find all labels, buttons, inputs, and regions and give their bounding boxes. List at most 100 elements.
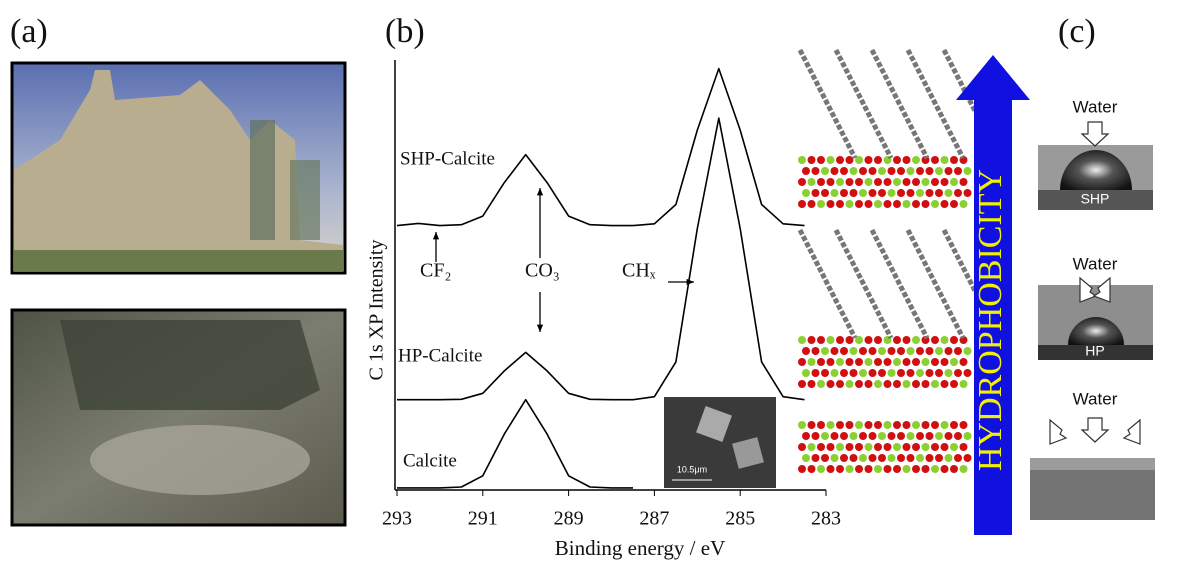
atom bbox=[959, 178, 968, 186]
atom bbox=[944, 167, 953, 175]
atom bbox=[849, 369, 858, 377]
chain bbox=[905, 228, 966, 340]
atom bbox=[921, 156, 930, 164]
chain bbox=[905, 48, 966, 160]
atom bbox=[921, 380, 930, 388]
atom bbox=[864, 336, 873, 344]
atom bbox=[817, 200, 825, 208]
x-tick-label: 289 bbox=[554, 508, 584, 530]
atom bbox=[826, 156, 835, 164]
atom bbox=[798, 336, 806, 344]
atom bbox=[807, 443, 816, 451]
atom bbox=[859, 189, 867, 197]
atom bbox=[836, 465, 844, 473]
atom bbox=[963, 347, 972, 355]
chain bbox=[833, 48, 894, 160]
lawn bbox=[14, 250, 343, 271]
atom bbox=[830, 189, 839, 197]
atom bbox=[931, 358, 939, 366]
atom bbox=[883, 465, 892, 473]
atom bbox=[826, 421, 835, 429]
crystal bbox=[732, 437, 764, 469]
atom bbox=[950, 443, 958, 451]
atom bbox=[944, 189, 953, 197]
droplet bbox=[1068, 317, 1124, 345]
chain bbox=[869, 48, 930, 160]
atom bbox=[931, 336, 939, 344]
atom bbox=[959, 421, 968, 429]
atom bbox=[883, 421, 892, 429]
arrow-head bbox=[432, 232, 440, 240]
atom bbox=[845, 421, 854, 429]
atom bbox=[883, 358, 892, 366]
atom bbox=[826, 336, 835, 344]
atom bbox=[868, 454, 877, 462]
atom bbox=[935, 189, 943, 197]
atom bbox=[935, 347, 943, 355]
atom bbox=[830, 432, 839, 440]
panel-label: (b) bbox=[385, 13, 425, 50]
atom bbox=[868, 347, 877, 355]
atom bbox=[874, 200, 882, 208]
atom bbox=[925, 432, 934, 440]
atom bbox=[931, 156, 939, 164]
atom bbox=[855, 421, 863, 429]
atom bbox=[887, 167, 896, 175]
atom bbox=[935, 167, 943, 175]
atom bbox=[893, 200, 901, 208]
atom bbox=[817, 156, 825, 164]
atom bbox=[807, 156, 816, 164]
atom bbox=[826, 178, 835, 186]
atom bbox=[931, 443, 939, 451]
substrate bbox=[1030, 470, 1155, 520]
series-label: SHP-Calcite bbox=[400, 148, 495, 169]
atom bbox=[921, 200, 930, 208]
atom bbox=[874, 336, 882, 344]
atom bbox=[931, 380, 939, 388]
atom bbox=[836, 421, 844, 429]
atom bbox=[954, 189, 962, 197]
atom bbox=[845, 200, 854, 208]
atom bbox=[798, 178, 806, 186]
atom bbox=[963, 369, 972, 377]
atom bbox=[830, 369, 839, 377]
panel-label: (a) bbox=[10, 13, 48, 50]
atom bbox=[963, 432, 972, 440]
x-tick-label: 291 bbox=[468, 508, 498, 530]
spectrum bbox=[397, 398, 633, 489]
atom bbox=[959, 465, 968, 473]
atom bbox=[893, 178, 901, 186]
atom bbox=[874, 380, 882, 388]
atom bbox=[931, 421, 939, 429]
atom bbox=[845, 336, 854, 344]
atom bbox=[849, 347, 858, 355]
atom bbox=[959, 380, 968, 388]
atom bbox=[845, 380, 854, 388]
atom bbox=[830, 167, 839, 175]
atom bbox=[916, 432, 924, 440]
atom bbox=[864, 443, 873, 451]
atom bbox=[859, 432, 867, 440]
x-tick-label: 293 bbox=[382, 508, 412, 530]
atom bbox=[944, 369, 953, 377]
atom bbox=[836, 156, 844, 164]
water-label: Water bbox=[1073, 97, 1118, 116]
atom bbox=[935, 432, 943, 440]
atom bbox=[959, 200, 968, 208]
atom bbox=[893, 336, 901, 344]
atom bbox=[798, 380, 806, 388]
atom bbox=[931, 178, 939, 186]
atom bbox=[840, 432, 848, 440]
atom bbox=[811, 432, 820, 440]
atom bbox=[868, 369, 877, 377]
atom bbox=[802, 347, 810, 355]
atom bbox=[887, 189, 896, 197]
atom bbox=[916, 369, 924, 377]
spectrum bbox=[396, 67, 805, 227]
water-label: Water bbox=[1073, 254, 1118, 273]
atom bbox=[821, 432, 829, 440]
atom bbox=[864, 465, 873, 473]
atom bbox=[887, 454, 896, 462]
atom bbox=[855, 465, 863, 473]
atom bbox=[874, 421, 882, 429]
